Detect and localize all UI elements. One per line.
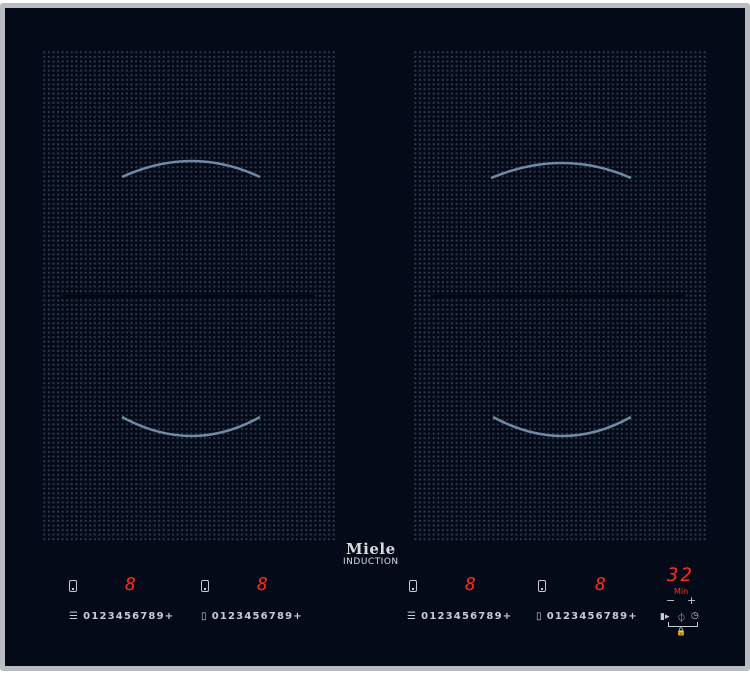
zone-marker-rear [121,159,261,179]
zone-1-power-slider[interactable]: ☰ 0123456789+ [69,612,174,622]
power-levels: 0123456789+ [421,611,513,622]
zone-4-power-slider[interactable]: ▯ 0123456789+ [536,612,638,622]
zone-divider [433,295,686,297]
zone-left-front-icon [69,580,77,592]
zone-icon: ▯ [201,611,208,622]
cooking-area-left [42,50,335,542]
cooking-area-right [413,50,706,542]
zone-3-display: 8 [465,574,476,595]
brand-logo: Miele INDUCTION [343,540,399,568]
zone-1-display: 8 [125,574,136,595]
timer-button[interactable]: ◷ [691,611,699,621]
zone-markers-right [490,161,632,438]
combine-zone-icon: ☰ [407,611,418,622]
combine-zone-icon: ☰ [69,611,80,622]
zone-2-power-slider[interactable]: ▯ 0123456789+ [201,612,303,622]
zone-right-front-icon [409,580,417,592]
cooktop-glass: Miele INDUCTION 8 ☰ 0123456789+ 8 ▯ 012345… [0,3,750,671]
timer-unit: Min [674,587,689,596]
power-button[interactable]: ⏀ [677,614,687,624]
brand-subtitle: INDUCTION [343,557,399,567]
zone-2-display: 8 [257,574,268,595]
timer-display: 32 [667,564,694,586]
zone-markers-left [121,159,261,438]
zone-marker-front [492,415,632,438]
brand-name: Miele [346,540,396,558]
timer-plus-button[interactable]: + [687,594,697,607]
booster-button[interactable]: ▮▸ [660,612,670,622]
zone-divider [62,295,315,297]
zone-4-display: 8 [595,574,606,595]
timer-minus-button[interactable]: − [666,594,676,607]
zone-icon: ▯ [536,611,543,622]
power-levels: 0123456789+ [211,611,303,622]
zone-3-power-slider[interactable]: ☰ 0123456789+ [407,612,512,622]
zone-right-rear-icon [538,580,546,592]
zone-marker-rear [490,161,632,180]
power-levels: 0123456789+ [546,611,638,622]
zone-marker-front [121,415,261,438]
power-levels: 0123456789+ [83,611,175,622]
lock-bracket [668,622,698,627]
zone-left-rear-icon [201,580,209,592]
lock-icon[interactable]: 🔒 [676,627,686,636]
